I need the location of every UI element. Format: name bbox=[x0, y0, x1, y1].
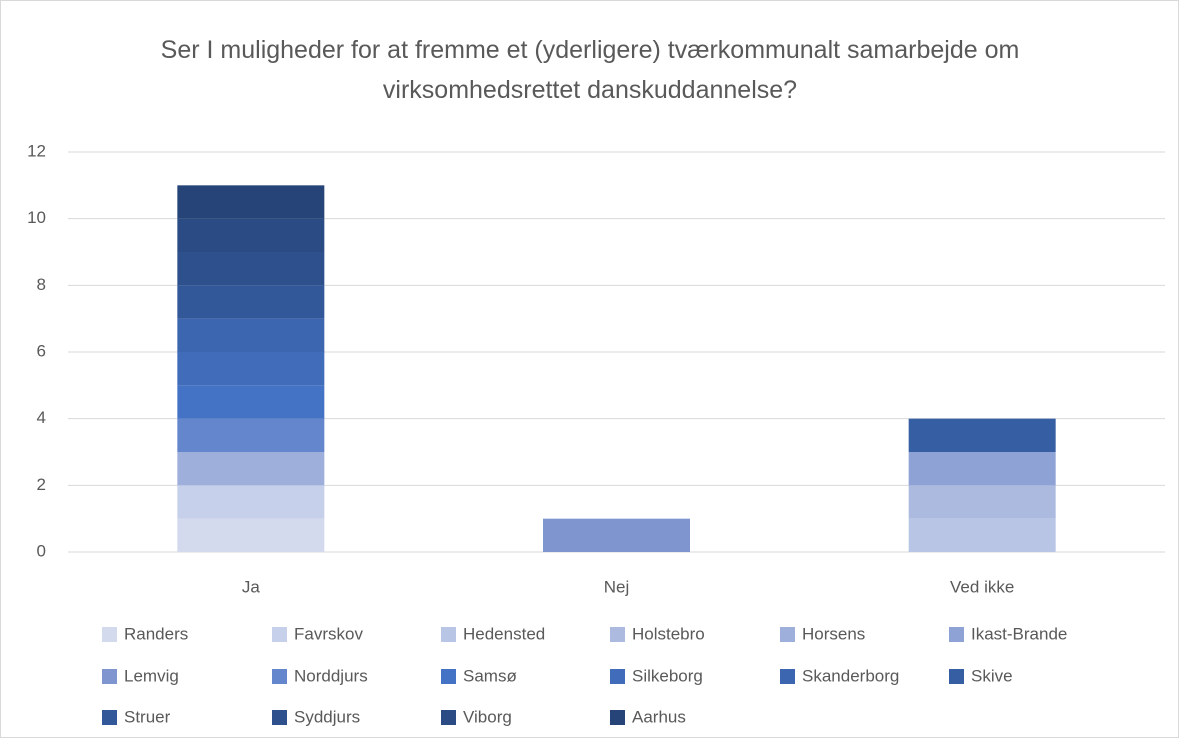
legend-swatch bbox=[272, 710, 287, 725]
bar-segment bbox=[908, 518, 1056, 552]
legend-label: Silkeborg bbox=[632, 666, 703, 685]
y-tick-label: 4 bbox=[37, 408, 46, 427]
bar-segment bbox=[908, 418, 1056, 452]
y-tick-label: 10 bbox=[27, 208, 46, 227]
legend-swatch bbox=[610, 710, 625, 725]
legend-label: Struer bbox=[124, 707, 171, 726]
y-tick-label: 2 bbox=[37, 475, 46, 494]
legend-label: Samsø bbox=[463, 666, 517, 685]
chart-title: Ser I muligheder for at fremme et (yderl… bbox=[160, 36, 1020, 104]
bar-segment bbox=[177, 252, 325, 286]
legend-label: Aarhus bbox=[632, 707, 686, 726]
legend-swatch bbox=[780, 627, 795, 642]
legend-swatch bbox=[949, 669, 964, 684]
legend-swatch bbox=[102, 710, 117, 725]
legend-swatch bbox=[102, 627, 117, 642]
legend-swatch bbox=[780, 669, 795, 684]
bar-segment bbox=[177, 418, 325, 452]
bar-segment bbox=[908, 452, 1056, 486]
legend-label: Horsens bbox=[802, 624, 865, 643]
x-tick-label: Ved ikke bbox=[950, 577, 1014, 596]
bar-segment bbox=[543, 518, 690, 552]
bar-segment bbox=[908, 485, 1056, 519]
legend-swatch bbox=[102, 669, 117, 684]
legend-swatch bbox=[441, 627, 456, 642]
legend-label: Holstebro bbox=[632, 624, 705, 643]
legend-label: Lemvig bbox=[124, 666, 179, 685]
bar-segment bbox=[177, 218, 325, 252]
legend-label: Randers bbox=[124, 624, 188, 643]
bar-segment bbox=[177, 318, 325, 352]
legend-label: Skive bbox=[971, 666, 1013, 685]
legend-swatch bbox=[272, 669, 287, 684]
y-tick-label: 12 bbox=[27, 141, 46, 160]
bar-segment bbox=[177, 518, 325, 552]
y-tick-label: 6 bbox=[37, 341, 46, 360]
bar-segment bbox=[177, 452, 325, 486]
bar-segment bbox=[177, 385, 325, 419]
legend-swatch bbox=[441, 710, 456, 725]
legend-label: Ikast-Brande bbox=[971, 624, 1067, 643]
legend-swatch bbox=[610, 669, 625, 684]
y-tick-label: 0 bbox=[37, 541, 46, 560]
legend-swatch bbox=[441, 669, 456, 684]
bar-segment bbox=[177, 185, 325, 219]
legend-label: Viborg bbox=[463, 707, 512, 726]
bar-segment bbox=[177, 285, 325, 319]
legend-label: Hedensted bbox=[463, 624, 545, 643]
x-tick-label: Nej bbox=[604, 577, 630, 596]
legend-label: Favrskov bbox=[294, 624, 363, 643]
legend-label: Skanderborg bbox=[802, 666, 899, 685]
y-tick-label: 8 bbox=[37, 275, 46, 294]
legend-label: Norddjurs bbox=[294, 666, 368, 685]
bar-segment bbox=[177, 352, 325, 386]
legend-label: Syddjurs bbox=[294, 707, 360, 726]
legend-swatch bbox=[272, 627, 287, 642]
legend-swatch bbox=[610, 627, 625, 642]
x-tick-label: Ja bbox=[242, 577, 261, 596]
legend-swatch bbox=[949, 627, 964, 642]
bar-segment bbox=[177, 485, 325, 519]
